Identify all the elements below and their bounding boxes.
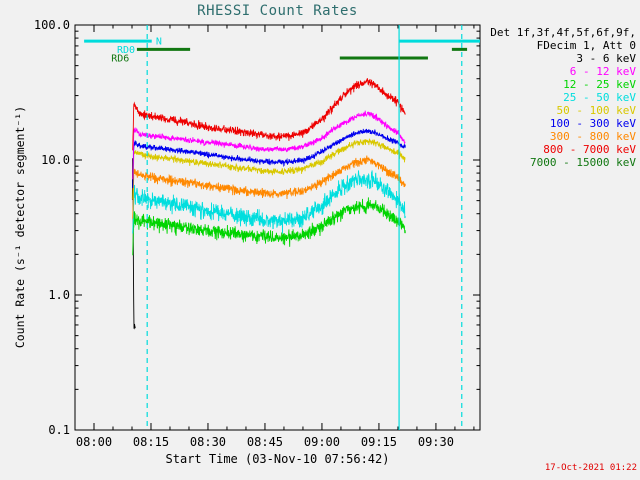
y-tick-label: 0.1 xyxy=(48,423,70,437)
y-tick-label: 10.0 xyxy=(41,153,70,167)
x-tick-label: 08:00 xyxy=(76,435,112,449)
x-tick-label: 08:30 xyxy=(190,435,226,449)
series-800-7000-keV xyxy=(132,78,406,151)
x-tick-label: 08:15 xyxy=(133,435,169,449)
y-tick-label: 1.0 xyxy=(48,288,70,302)
legend-entry: 6 - 12 keV xyxy=(570,65,637,78)
series-300-800-keV xyxy=(132,155,406,219)
series-100-300-keV xyxy=(132,128,406,189)
flag-label-n: N xyxy=(156,37,162,48)
plot-frame xyxy=(74,24,481,431)
legend-entry: 12 - 25 keV xyxy=(563,78,636,91)
plot-timestamp: 17-Oct-2021 01:22 xyxy=(544,463,637,473)
x-tick-label: 08:45 xyxy=(247,435,283,449)
series-25-50-keV xyxy=(132,170,406,234)
chart-title: RHESSI Count Rates xyxy=(197,3,358,19)
legend-entry: 800 - 7000 keV xyxy=(543,143,636,156)
legend-entry: 3 - 6 keV xyxy=(576,52,636,65)
legend-entry: 50 - 100 keV xyxy=(557,104,637,117)
x-tick-label: 09:30 xyxy=(418,435,454,449)
legend-entry: 300 - 800 keV xyxy=(550,130,636,143)
x-axis-label: Start Time (03-Nov-10 07:56:42) xyxy=(165,452,390,466)
x-tick-label: 09:00 xyxy=(304,435,340,449)
legend-entry: 7000 - 15000 keV xyxy=(530,156,636,169)
series-6-12-keV xyxy=(132,110,406,180)
legend-header: FDecim 1, Att 0 xyxy=(537,39,636,52)
series-12-25-keV xyxy=(132,197,406,256)
legend-entry: 100 - 300 keV xyxy=(550,117,636,130)
y-axis-label: Count Rate (s⁻¹ detector segment⁻¹) xyxy=(13,105,27,349)
x-tick-label: 09:15 xyxy=(361,435,397,449)
legend-header: Det 1f,3f,4f,5f,6f,9f, xyxy=(490,26,636,39)
series-50-100-keV xyxy=(132,138,406,200)
flag-label-rd6: RD6 xyxy=(111,53,129,64)
flag-label-rd0: RD0 xyxy=(117,45,135,56)
y-tick-label: 100.0 xyxy=(34,18,70,32)
legend-entry: 25 - 50 keV xyxy=(563,91,636,104)
